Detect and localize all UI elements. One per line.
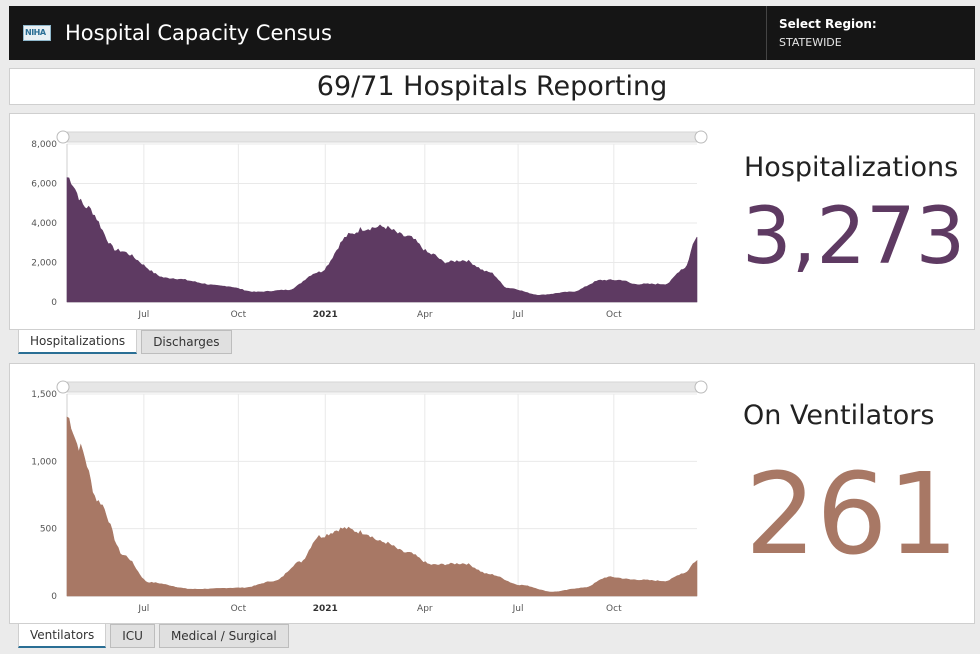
ventilators-kpi-title: On Ventilators [743, 400, 935, 431]
hospitalizations-panel: 0 2,000 4,000 6,000 8,000 Jul Oct 2021 Apr Jul Oct… [9, 113, 975, 330]
x-tick-label: 2021 [313, 604, 338, 614]
logo-icon: NIHA [23, 25, 51, 41]
range-slider-start-handle [56, 380, 70, 394]
x-tick-label: Oct [231, 310, 247, 320]
x-tick-label: Jul [512, 604, 524, 614]
tab-hospitalizations[interactable]: Hospitalizations [18, 330, 138, 354]
region-label: Select Region: [779, 17, 877, 31]
hospitals-reporting-banner: 69/71 Hospitals Reporting [9, 68, 975, 105]
tab-icu[interactable]: ICU [110, 624, 155, 648]
x-tick-label: 2021 [313, 310, 338, 320]
region-value[interactable]: STATEWIDE [779, 36, 842, 49]
logo-text: NIHA [25, 28, 46, 37]
y-tick-label: 6,000 [31, 180, 57, 190]
ventilators-kpi-value: 261 [745, 450, 959, 580]
tab-discharges[interactable]: Discharges [141, 330, 232, 354]
range-slider-track [62, 131, 702, 143]
y-tick-label: 4,000 [31, 219, 57, 229]
ventilators-tabs: Ventilators ICU Medical / Surgical [18, 624, 293, 650]
y-tick-label: 500 [40, 525, 57, 535]
x-tick-label: Jul [512, 310, 524, 320]
x-tick-label: Oct [606, 310, 622, 320]
x-tick-label: Apr [417, 604, 433, 614]
x-tick-label: Jul [137, 604, 149, 614]
y-tick-label: 2,000 [31, 259, 57, 269]
tab-medical-surgical[interactable]: Medical / Surgical [158, 624, 289, 648]
app-header: NIHA Hospital Capacity Census Select Reg… [9, 6, 975, 60]
x-tick-label: Oct [231, 604, 247, 614]
y-tick-label: 1,000 [31, 457, 57, 467]
x-tick-label: Oct [606, 604, 622, 614]
range-slider-track [62, 381, 702, 393]
hospitalizations-kpi-title: Hospitalizations [744, 152, 959, 183]
y-tick-label: 8,000 [31, 140, 57, 150]
range-slider-end-handle [694, 380, 708, 394]
area-series [66, 416, 698, 597]
range-slider-start-handle [56, 130, 70, 144]
app-title: Hospital Capacity Census [65, 21, 332, 45]
area-series [66, 177, 698, 303]
range-slider-end-handle [694, 130, 708, 144]
hospitalizations-chart: 0 2,000 4,000 6,000 8,000 Jul Oct 2021 Apr Jul Oct [31, 130, 708, 320]
y-tick-label: 0 [51, 592, 57, 602]
x-tick-label: Apr [417, 310, 433, 320]
tab-ventilators[interactable]: Ventilators [18, 624, 107, 648]
hospitalizations-tabs: Hospitalizations Discharges [18, 330, 236, 356]
y-tick-label: 1,500 [31, 390, 57, 400]
region-selector[interactable]: Select Region: STATEWIDE [766, 6, 975, 60]
ventilators-chart: 0 500 1,000 1,500 Jul Oct 2021 Apr Jul Oct [31, 380, 708, 614]
x-tick-label: Jul [137, 310, 149, 320]
y-tick-label: 0 [51, 298, 57, 308]
ventilators-panel: 0 500 1,000 1,500 Jul Oct 2021 Apr Jul Oct On Ven… [9, 363, 975, 624]
hospitalizations-kpi-value: 3,273 [742, 192, 966, 282]
